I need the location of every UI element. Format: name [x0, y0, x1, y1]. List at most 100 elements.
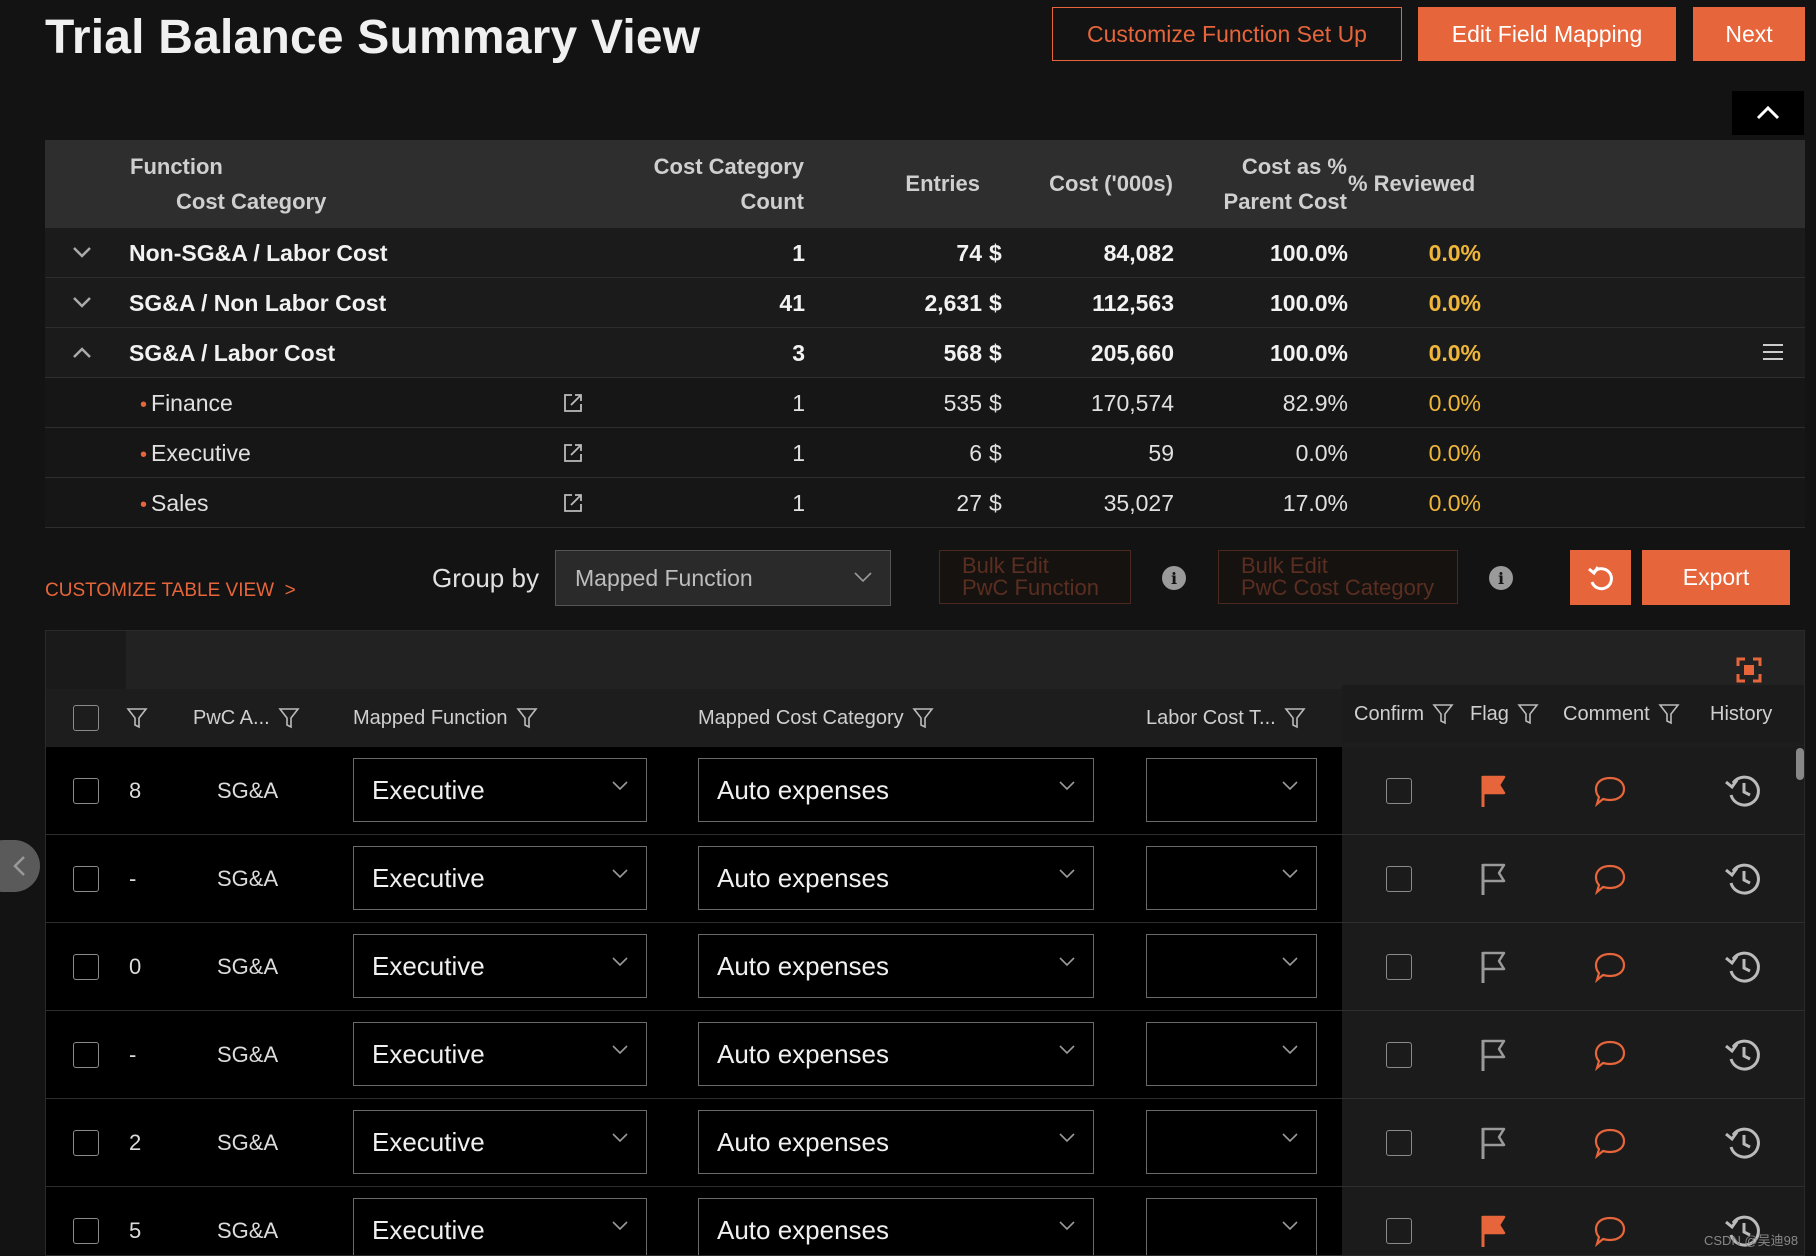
- external-link-icon[interactable]: [562, 392, 584, 414]
- row-col1: -: [129, 866, 137, 891]
- row-checkbox[interactable]: [73, 1042, 99, 1068]
- group-reviewed: 0.0%: [1428, 290, 1481, 316]
- history-icon[interactable]: [1724, 1037, 1762, 1073]
- comment-icon[interactable]: [1593, 775, 1627, 807]
- edit-field-mapping-button[interactable]: Edit Field Mapping: [1418, 7, 1676, 61]
- customize-table-view-link[interactable]: CUSTOMIZE TABLE VIEW >: [45, 580, 296, 601]
- bulk-edit-function-button[interactable]: Bulk Edit PwC Function: [939, 550, 1131, 604]
- chevron-down-icon: [854, 572, 872, 583]
- grid-scrollbar[interactable]: [1796, 748, 1804, 780]
- child-count: 1: [792, 490, 805, 516]
- history-icon[interactable]: [1724, 1125, 1762, 1161]
- child-name: • Finance: [140, 378, 233, 430]
- labor-cost-type-dropdown[interactable]: [1146, 1022, 1317, 1086]
- confirm-checkbox[interactable]: [1386, 866, 1412, 892]
- comment-icon[interactable]: [1593, 863, 1627, 895]
- confirm-checkbox[interactable]: [1386, 1042, 1412, 1068]
- filter-icon[interactable]: [515, 706, 538, 730]
- row-checkbox[interactable]: [73, 1130, 99, 1156]
- summary-group-row[interactable]: Non-SG&A / Labor Cost 1 74 $ 84,082 100.…: [45, 228, 1805, 278]
- filter-icon[interactable]: [1658, 702, 1680, 726]
- header-mapped-function-label: Mapped Function: [353, 707, 508, 729]
- filter-icon[interactable]: [912, 706, 934, 730]
- filter-icon[interactable]: [1284, 706, 1306, 730]
- row-checkbox[interactable]: [73, 954, 99, 980]
- confirm-checkbox[interactable]: [1386, 1130, 1412, 1156]
- confirm-checkbox[interactable]: [1386, 778, 1412, 804]
- child-pct: 17.0%: [1282, 490, 1348, 516]
- flag-icon[interactable]: [1478, 1037, 1510, 1073]
- expand-icon[interactable]: [1736, 657, 1762, 683]
- flag-icon[interactable]: [1478, 773, 1510, 809]
- mapped-function-value: Executive: [372, 1126, 485, 1157]
- history-icon[interactable]: [1724, 1213, 1762, 1249]
- chevron-down-icon[interactable]: [72, 246, 92, 259]
- labor-cost-type-dropdown[interactable]: [1146, 1198, 1317, 1255]
- comment-icon[interactable]: [1593, 1039, 1627, 1071]
- chevron-up-icon: [1756, 105, 1780, 120]
- filter-icon[interactable]: [278, 706, 300, 730]
- mapped-function-dropdown[interactable]: Executive: [353, 1198, 647, 1255]
- confirm-checkbox[interactable]: [1386, 1218, 1412, 1244]
- mapped-cost-category-dropdown[interactable]: Auto expenses: [698, 934, 1094, 998]
- labor-cost-type-dropdown[interactable]: [1146, 758, 1317, 822]
- child-currency: $: [989, 490, 1002, 516]
- mapped-function-dropdown[interactable]: Executive: [353, 1110, 647, 1174]
- bulk-edit-cost-category-button[interactable]: Bulk Edit PwC Cost Category: [1218, 550, 1458, 604]
- mapped-cost-category-dropdown[interactable]: Auto expenses: [698, 758, 1094, 822]
- history-icon[interactable]: [1724, 861, 1762, 897]
- filter-icon[interactable]: [126, 706, 148, 730]
- info-icon[interactable]: i: [1162, 566, 1186, 590]
- side-nav-button[interactable]: [0, 840, 40, 892]
- mapped-cost-category-dropdown[interactable]: Auto expenses: [698, 1198, 1094, 1255]
- labor-cost-type-dropdown[interactable]: [1146, 934, 1317, 998]
- summary-group-row[interactable]: SG&A / Labor Cost 3 568 $ 205,660 100.0%…: [45, 328, 1805, 378]
- history-icon[interactable]: [1724, 773, 1762, 809]
- filter-icon[interactable]: [1432, 702, 1454, 726]
- mapped-cost-category-dropdown[interactable]: Auto expenses: [698, 846, 1094, 910]
- select-all-checkbox[interactable]: [73, 705, 99, 731]
- child-cost: 35,027: [1103, 490, 1174, 516]
- chevron-down-icon: [1059, 957, 1075, 967]
- group-cost: 205,660: [1090, 340, 1174, 366]
- history-icon[interactable]: [1724, 949, 1762, 985]
- menu-icon[interactable]: [1761, 342, 1785, 362]
- group-by-select[interactable]: Mapped Function: [555, 550, 891, 606]
- collapse-summary-button[interactable]: [1732, 91, 1804, 135]
- flag-icon[interactable]: [1478, 861, 1510, 897]
- mapped-function-dropdown[interactable]: Executive: [353, 846, 647, 910]
- comment-icon[interactable]: [1593, 951, 1627, 983]
- chevron-down-icon: [1282, 1133, 1298, 1143]
- external-link-icon[interactable]: [562, 492, 584, 514]
- external-link-icon[interactable]: [562, 442, 584, 464]
- flag-icon[interactable]: [1478, 949, 1510, 985]
- chevron-down-icon[interactable]: [72, 296, 92, 309]
- row-checkbox[interactable]: [73, 1218, 99, 1244]
- mapped-function-dropdown[interactable]: Executive: [353, 1022, 647, 1086]
- mapped-cost-category-dropdown[interactable]: Auto expenses: [698, 1110, 1094, 1174]
- refresh-button[interactable]: [1570, 550, 1631, 605]
- flag-icon[interactable]: [1478, 1125, 1510, 1161]
- mapped-function-dropdown[interactable]: Executive: [353, 934, 647, 998]
- summary-group-row[interactable]: SG&A / Non Labor Cost 41 2,631 $ 112,563…: [45, 278, 1805, 328]
- group-reviewed: 0.0%: [1428, 340, 1481, 366]
- mapped-function-dropdown[interactable]: Executive: [353, 758, 647, 822]
- comment-icon[interactable]: [1593, 1127, 1627, 1159]
- comment-icon[interactable]: [1593, 1215, 1627, 1247]
- customize-function-setup-button[interactable]: Customize Function Set Up: [1052, 7, 1402, 61]
- row-checkbox[interactable]: [73, 778, 99, 804]
- mapped-cost-category-dropdown[interactable]: Auto expenses: [698, 1022, 1094, 1086]
- child-reviewed: 0.0%: [1428, 390, 1481, 416]
- info-icon[interactable]: i: [1489, 566, 1513, 590]
- next-button[interactable]: Next: [1693, 7, 1805, 61]
- flag-icon[interactable]: [1478, 1213, 1510, 1249]
- mapped-cost-category-value: Auto expenses: [717, 774, 890, 805]
- chevron-down-icon: [1282, 781, 1298, 791]
- chevron-up-icon[interactable]: [72, 346, 92, 359]
- confirm-checkbox[interactable]: [1386, 954, 1412, 980]
- export-button[interactable]: Export: [1642, 550, 1790, 605]
- labor-cost-type-dropdown[interactable]: [1146, 1110, 1317, 1174]
- row-checkbox[interactable]: [73, 866, 99, 892]
- labor-cost-type-dropdown[interactable]: [1146, 846, 1317, 910]
- filter-icon[interactable]: [1517, 702, 1539, 726]
